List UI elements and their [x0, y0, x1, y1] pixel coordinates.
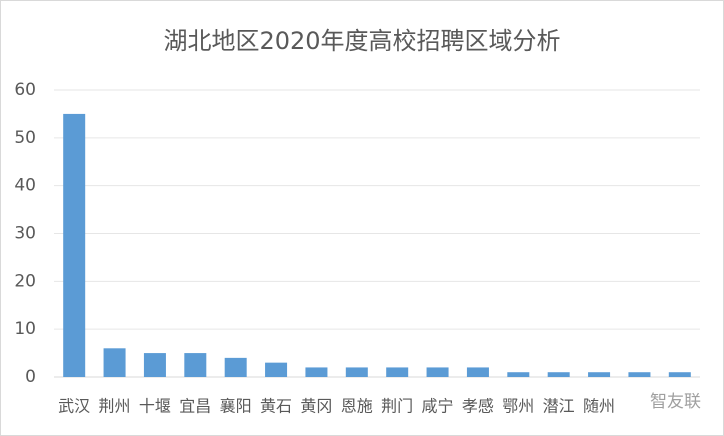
y-tick-label: 40 [14, 176, 36, 196]
x-tick-label: 鄂州 [502, 397, 534, 416]
y-tick-label: 20 [14, 271, 36, 291]
bar [224, 357, 247, 377]
bar [547, 372, 570, 377]
bar [426, 367, 449, 377]
bar [668, 372, 691, 377]
bar [265, 362, 288, 377]
x-tick-label: 孝感 [462, 397, 494, 416]
y-tick-label: 30 [14, 224, 36, 244]
x-tick-label: 襄阳 [220, 397, 252, 416]
bar [588, 372, 611, 377]
bar [143, 353, 166, 377]
bar [507, 372, 530, 377]
x-tick-label: 恩施 [341, 397, 373, 416]
x-tick-label: 十堰 [139, 397, 171, 416]
x-tick-label: 武汉 [58, 397, 90, 416]
bar [103, 348, 126, 377]
y-tick-label: 10 [14, 319, 36, 339]
bar [345, 367, 368, 377]
bar [63, 113, 86, 378]
x-tick-label: 潜江 [543, 397, 575, 416]
x-tick-label: 咸宁 [422, 397, 454, 416]
x-tick-label: 荆门 [381, 397, 413, 416]
bar [386, 367, 409, 377]
bar [628, 372, 651, 377]
chart-title: 湖北地区2020年度高校招聘区域分析 [163, 27, 560, 55]
y-tick-label: 0 [25, 367, 36, 387]
x-tick-label: 随州 [583, 397, 615, 416]
x-tick-label: 黄冈 [300, 397, 332, 416]
bar [305, 367, 328, 377]
x-tick-label: 宜昌 [179, 397, 211, 416]
watermark: 智友联 [650, 392, 701, 412]
x-tick-label: 黄石 [260, 397, 292, 416]
y-tick-label: 60 [14, 80, 36, 100]
bar [184, 353, 207, 377]
x-tick-label: 荆州 [99, 397, 131, 416]
bar [466, 367, 489, 377]
y-tick-label: 50 [14, 128, 36, 148]
